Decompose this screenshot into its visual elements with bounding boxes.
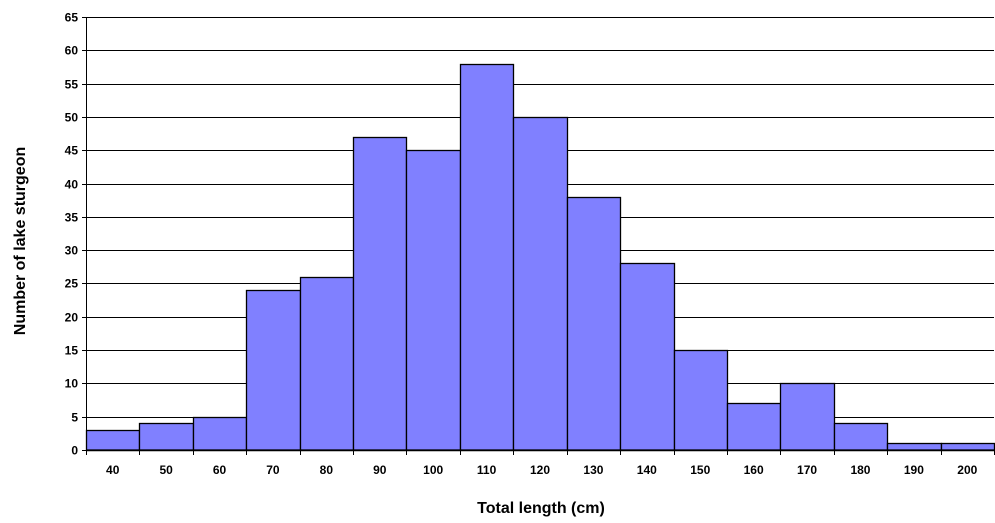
bar	[726, 402, 782, 451]
bar	[405, 149, 462, 451]
bar	[85, 429, 141, 451]
x-tick-label: 130	[583, 463, 603, 477]
y-tick-label: 5	[71, 411, 78, 425]
bar	[512, 116, 569, 451]
y-tick-label: 0	[71, 444, 78, 458]
x-tick-label: 190	[904, 463, 924, 477]
x-tick-label: 120	[530, 463, 550, 477]
y-tick-label: 20	[65, 311, 79, 325]
bar	[566, 196, 622, 451]
y-tick-label: 30	[65, 244, 79, 258]
x-axis-title: Total length (cm)	[477, 500, 605, 517]
bar	[779, 382, 836, 451]
bar	[833, 422, 889, 451]
y-tick-label: 25	[65, 277, 79, 291]
y-axis-title: Number of lake sturgeon	[12, 147, 29, 335]
bar	[245, 289, 302, 451]
bar	[299, 276, 355, 451]
x-tick-label: 140	[637, 463, 657, 477]
x-tick-label: 150	[690, 463, 710, 477]
x-tick-label: 60	[213, 463, 227, 477]
bar	[619, 262, 676, 451]
x-tick-labels: 40 50 60 70 80 90 100 110 120 130 140 150 160 170 180 1…	[86, 450, 995, 477]
x-tick-label: 200	[957, 463, 977, 477]
y-tick-label: 10	[65, 377, 79, 391]
y-tick-label: 50	[65, 111, 79, 125]
axes	[86, 17, 994, 452]
bar	[459, 63, 515, 451]
y-tick-labels: 0 5 10 15 20 25 30 35 40 45 50 55 60 65	[65, 11, 79, 458]
bars	[85, 63, 995, 451]
x-tick-label: 170	[797, 463, 817, 477]
x-tick-label: 100	[423, 463, 443, 477]
y-tick-label: 35	[65, 211, 79, 225]
y-tick-label: 15	[65, 344, 79, 358]
x-tick-label: 40	[106, 463, 120, 477]
y-tick-label: 60	[65, 44, 79, 58]
y-tick-label: 65	[65, 11, 79, 25]
x-tick-label: 90	[373, 463, 387, 477]
y-tick-label: 45	[65, 144, 79, 158]
bar	[138, 422, 195, 451]
x-tick-label: 50	[159, 463, 173, 477]
x-tick-label: 70	[266, 463, 280, 477]
y-tick-label: 40	[65, 178, 79, 192]
y-tick-label: 55	[65, 78, 79, 92]
x-tick-label: 180	[850, 463, 870, 477]
bar	[886, 442, 943, 451]
x-tick-label: 110	[477, 463, 497, 477]
x-tick-label: 80	[320, 463, 334, 477]
bar	[352, 136, 408, 451]
x-tick-label: 160	[744, 463, 764, 477]
bar	[192, 416, 248, 451]
bar	[673, 349, 729, 451]
bar	[940, 442, 995, 451]
